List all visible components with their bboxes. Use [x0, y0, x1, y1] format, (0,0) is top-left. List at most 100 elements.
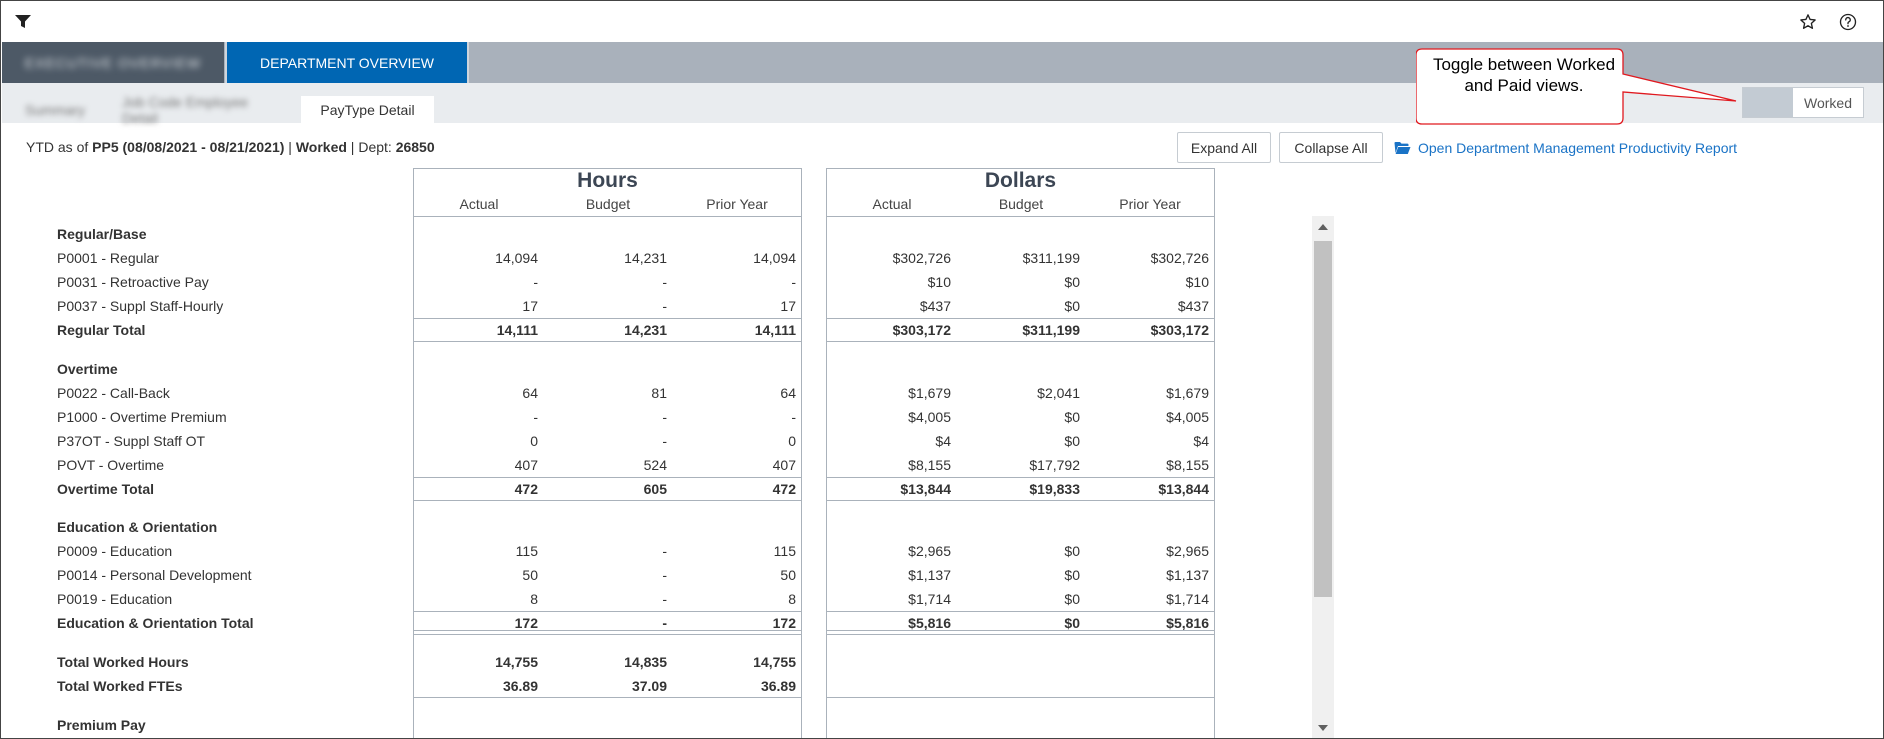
- row-divider: [827, 477, 1214, 478]
- dollars-cell: $302,726: [892, 250, 951, 266]
- subtab-job-code-employee-detail[interactable]: Job Code Employee Detail: [122, 94, 287, 126]
- hours-cell: 14,094: [753, 250, 796, 266]
- hours-cell: 407: [514, 457, 538, 473]
- report-link-label: Open Department Management Productivity …: [1418, 140, 1738, 156]
- scroll-up-arrow-icon[interactable]: [1312, 218, 1334, 236]
- dollars-cell: $303,172: [892, 322, 951, 338]
- hours-cell: 172: [514, 615, 538, 631]
- hours-cell: 36.89: [760, 678, 796, 694]
- dollars-cell: $4,005: [908, 409, 951, 425]
- dollars-cell: $437: [919, 298, 951, 314]
- hours-cell: 115: [773, 543, 796, 559]
- subtab-summary[interactable]: Summary: [20, 96, 90, 123]
- section-header[interactable]: Premium Pay: [57, 717, 146, 733]
- row-divider: [827, 697, 1214, 698]
- dollars-cell: $311,199: [1022, 250, 1080, 266]
- filter-icon[interactable]: [12, 11, 34, 33]
- hours-col-budget: Budget: [585, 196, 631, 212]
- tab-label: EXECUTIVE OVERVIEW: [24, 54, 202, 71]
- paytype-row-label: P1000 - Overtime Premium: [57, 409, 227, 425]
- star-icon[interactable]: [1797, 11, 1819, 33]
- worked-paid-toggle[interactable]: Worked: [1742, 87, 1864, 118]
- dollars-cell: $8,155: [1166, 457, 1209, 473]
- paytype-row-label: P0014 - Personal Development: [57, 567, 252, 583]
- tab-divider: [225, 42, 227, 83]
- hours-col-actual: Actual: [459, 196, 499, 212]
- dollars-cell: $0: [1064, 274, 1080, 290]
- dollars-cell: $5,816: [1166, 615, 1209, 631]
- hours-title: Hours: [577, 169, 638, 192]
- hours-cell: 407: [772, 457, 796, 473]
- dollars-cell: $2,965: [1166, 543, 1209, 559]
- row-divider: [414, 697, 801, 698]
- dollars-cell: $4: [935, 433, 951, 449]
- hours-cell: -: [791, 274, 796, 290]
- help-icon[interactable]: [1837, 11, 1859, 33]
- section-header[interactable]: Overtime: [57, 361, 118, 377]
- row-divider: [827, 341, 1214, 342]
- row-divider: [827, 500, 1214, 501]
- paytype-row-label: P0019 - Education: [57, 591, 173, 607]
- dollars-panel: Dollars Actual Budget Prior Year: [826, 168, 1215, 738]
- status-dept-label: | Dept:: [346, 139, 396, 155]
- hours-cell: 81: [651, 385, 667, 401]
- tab-label: DEPARTMENT OVERVIEW: [260, 54, 434, 71]
- scroll-down-arrow-icon[interactable]: [1312, 719, 1334, 737]
- dollars-cell: $10: [927, 274, 951, 290]
- paytype-row-label: P0037 - Suppl Staff-Hourly: [57, 298, 224, 314]
- collapse-all-button[interactable]: Collapse All: [1279, 132, 1383, 163]
- dollars-cell: $1,137: [908, 567, 951, 583]
- hours-cell: -: [662, 543, 667, 559]
- dollars-cell: $311,199: [1022, 322, 1080, 338]
- subtab-paytype-detail[interactable]: PayType Detail: [301, 96, 434, 123]
- header-divider: [414, 216, 801, 217]
- tab-executive-overview[interactable]: EXECUTIVE OVERVIEW: [2, 42, 224, 83]
- vertical-scrollbar[interactable]: [1312, 216, 1334, 738]
- hours-cell: 14,111: [754, 322, 796, 338]
- section-header[interactable]: Education & Orientation: [57, 519, 218, 535]
- dollars-cell: $1,714: [1166, 591, 1209, 607]
- total-row-label: Education & Orientation Total: [57, 615, 254, 631]
- dollars-cell: $10: [1185, 274, 1209, 290]
- row-divider: [414, 611, 801, 612]
- dollars-cell: $17,792: [1029, 457, 1080, 473]
- hours-cell: 50: [780, 567, 796, 583]
- open-report-link[interactable]: Open Department Management Productivity …: [1394, 140, 1737, 156]
- callout-text: Toggle between Worked and Paid views.: [1432, 55, 1616, 95]
- toggle-knob[interactable]: [1743, 88, 1793, 117]
- hours-cell: 17: [522, 298, 538, 314]
- status-period: PP5 (08/08/2021 - 08/21/2021): [92, 139, 285, 155]
- dollars-cell: $2,965: [908, 543, 951, 559]
- hours-cell: 36.89: [502, 678, 538, 694]
- paytype-row-label: P0022 - Call-Back: [57, 385, 170, 401]
- dollars-cell: $303,172: [1150, 322, 1209, 338]
- paytype-row-label: P0001 - Regular: [57, 250, 159, 266]
- header-divider: [827, 216, 1214, 217]
- dollars-cell: $0: [1064, 433, 1080, 449]
- dollars-cell: $4,005: [1166, 409, 1209, 425]
- hours-cell: 14,835: [624, 654, 667, 670]
- row-divider: [827, 630, 1214, 631]
- tab-divider: [467, 42, 469, 83]
- dollars-cell: $1,714: [908, 591, 951, 607]
- row-divider: [414, 477, 801, 478]
- paytype-row-label: P37OT - Suppl Staff OT: [57, 433, 206, 449]
- tab-department-overview[interactable]: DEPARTMENT OVERVIEW: [227, 42, 467, 83]
- hours-cell: 14,231: [624, 250, 667, 266]
- row-divider: [827, 611, 1214, 612]
- expand-all-button[interactable]: Expand All: [1177, 132, 1271, 163]
- row-divider: [827, 318, 1214, 319]
- dollars-cell: $437: [1177, 298, 1209, 314]
- hours-cell: 472: [772, 481, 796, 497]
- dollars-cell: $1,137: [1166, 567, 1209, 583]
- subtab-label: Summary: [25, 101, 85, 118]
- total-row-label: Overtime Total: [57, 481, 154, 497]
- hours-cell: 0: [530, 433, 538, 449]
- row-divider: [414, 341, 801, 342]
- hours-col-prior-year: Prior Year: [706, 196, 768, 212]
- top-toolbar: [2, 2, 1883, 42]
- section-header[interactable]: Regular/Base: [57, 226, 147, 242]
- scrollbar-thumb[interactable]: [1314, 241, 1332, 597]
- hours-cell: -: [662, 615, 667, 631]
